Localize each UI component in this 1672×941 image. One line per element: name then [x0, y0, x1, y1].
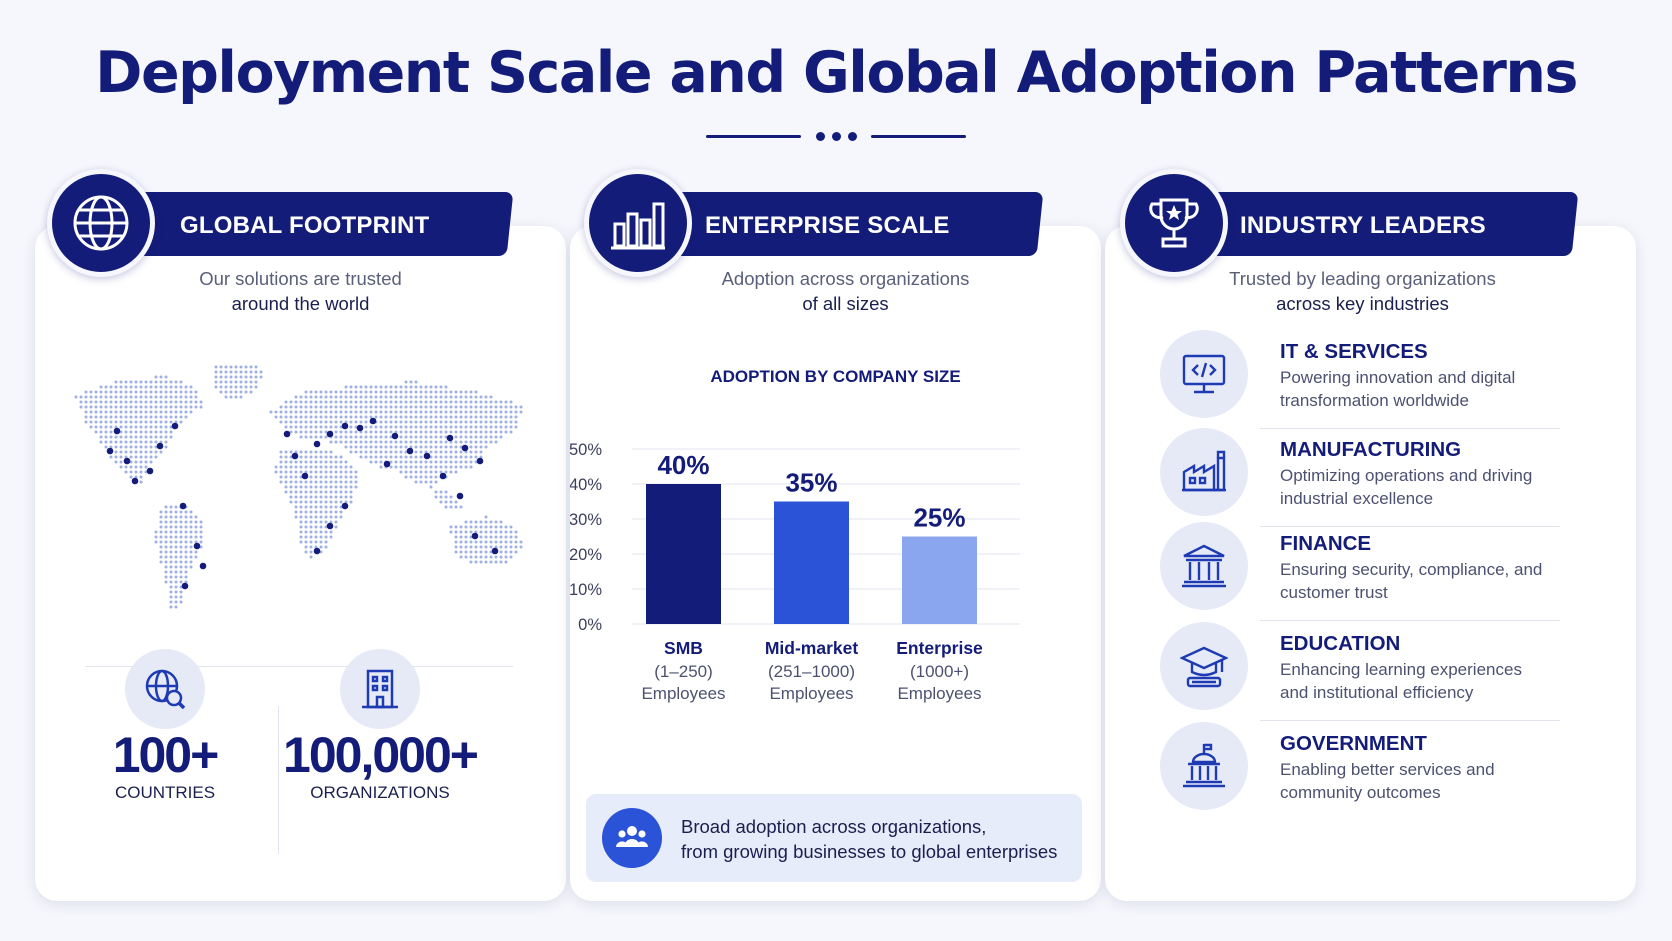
- industry-item-it-services: IT & SERVICES Powering innovation and di…: [1105, 330, 1636, 429]
- global-footprint-panel: GLOBAL FOOTPRINT Our solutions are trust…: [35, 169, 566, 901]
- bank-icon: [1160, 522, 1248, 610]
- building-icon: [340, 649, 420, 729]
- title-divider: [706, 130, 966, 142]
- stats-vertical-divider: [278, 706, 279, 854]
- bar: [646, 484, 721, 624]
- globe-icon: [47, 169, 155, 277]
- industry-description: Enabling better services and community ou…: [1280, 760, 1495, 802]
- x-category-subline: Employees: [641, 684, 725, 703]
- x-category-subline: Employees: [769, 684, 853, 703]
- adoption-callout: Broad adoption across organizations, fro…: [586, 794, 1082, 882]
- chart-title: ADOPTION BY COMPANY SIZE: [710, 367, 961, 386]
- y-tick-label: 0%: [578, 616, 602, 634]
- organizations-count: 100,000+: [283, 727, 479, 783]
- industry-description: Enhancing learning experiences and instit…: [1280, 660, 1522, 702]
- bar-value-label: 40%: [657, 450, 709, 480]
- map-city-markers: [106, 417, 499, 590]
- industry-item-manufacturing: MANUFACTURING Optimizing operations and …: [1105, 428, 1636, 527]
- industry-name: GOVERNMENT: [1280, 732, 1427, 755]
- bar: [774, 501, 849, 624]
- global-footprint-label: GLOBAL FOOTPRINT: [180, 212, 430, 239]
- y-tick-label: 10%: [570, 581, 602, 599]
- industry-name: FINANCE: [1280, 532, 1372, 555]
- bar-value-label: 25%: [913, 503, 965, 533]
- industry-description: Powering innovation and digital transform…: [1280, 368, 1516, 410]
- x-category-subline: (251–1000): [768, 662, 855, 681]
- stats-divider: [85, 666, 513, 667]
- industries-intro: Trusted by leading organizations across …: [1229, 268, 1496, 314]
- organizations-label: ORGANIZATIONS: [310, 783, 450, 802]
- trophy-icon: [1120, 169, 1228, 277]
- bar-value-label: 35%: [785, 468, 837, 498]
- industry-name: EDUCATION: [1280, 632, 1401, 655]
- industry-leaders-panel: INDUSTRY LEADERS Trusted by leading orga…: [1105, 169, 1636, 901]
- industry-description: Optimizing operations and driving industr…: [1280, 466, 1533, 508]
- y-tick-label: 20%: [570, 546, 602, 564]
- globe-search-icon: [125, 649, 205, 729]
- industry-description: Ensuring security, compliance, and custom…: [1280, 560, 1543, 602]
- factory-icon: [1160, 428, 1248, 516]
- countries-count: 100+: [112, 727, 220, 783]
- bar-chart-icon: [584, 169, 692, 277]
- page-title: Deployment Scale and Global Adoption Pat…: [95, 40, 1578, 106]
- industry-item-government: GOVERNMENT Enabling better services and c…: [1105, 722, 1636, 818]
- enterprise-scale-label: ENTERPRISE SCALE: [705, 212, 950, 239]
- x-category-label: SMB: [664, 638, 703, 658]
- government-building-icon: [1160, 722, 1248, 810]
- enterprise-intro: Adoption across organizations of all siz…: [721, 268, 970, 314]
- industry-leaders-label: INDUSTRY LEADERS: [1240, 212, 1486, 239]
- enterprise-scale-panel: ENTERPRISE SCALE Adoption across organiz…: [570, 169, 1101, 901]
- x-category-subline: (1–250): [654, 662, 713, 681]
- y-tick-label: 40%: [570, 476, 602, 494]
- adoption-bar-chart: 0% 10% 20% 30% 40% 50% 40% SMB (1–250) Employees 3…: [570, 441, 1020, 703]
- bar: [902, 536, 977, 624]
- graduation-cap-icon: [1160, 622, 1248, 710]
- people-group-icon: [602, 808, 662, 868]
- industry-item-finance: FINANCE Ensuring security, compliance, a…: [1105, 522, 1636, 621]
- y-tick-label: 50%: [570, 441, 602, 459]
- map-dots: [74, 365, 523, 609]
- world-map: [74, 365, 523, 609]
- global-intro: Our solutions are trusted around the wor…: [199, 268, 402, 314]
- industry-name: IT & SERVICES: [1280, 340, 1428, 363]
- x-category-label: Enterprise: [896, 638, 983, 658]
- y-tick-label: 30%: [570, 511, 602, 529]
- industry-item-education: EDUCATION Enhancing learning experiences…: [1105, 622, 1636, 721]
- industry-name: MANUFACTURING: [1280, 438, 1462, 461]
- countries-label: COUNTRIES: [114, 783, 216, 802]
- x-category-subline: (1000+): [910, 662, 969, 681]
- monitor-code-icon: [1160, 330, 1248, 418]
- callout-text: Broad adoption across organizations, fro…: [681, 816, 1058, 862]
- x-category-subline: Employees: [897, 684, 981, 703]
- x-category-label: Mid-market: [765, 638, 859, 658]
